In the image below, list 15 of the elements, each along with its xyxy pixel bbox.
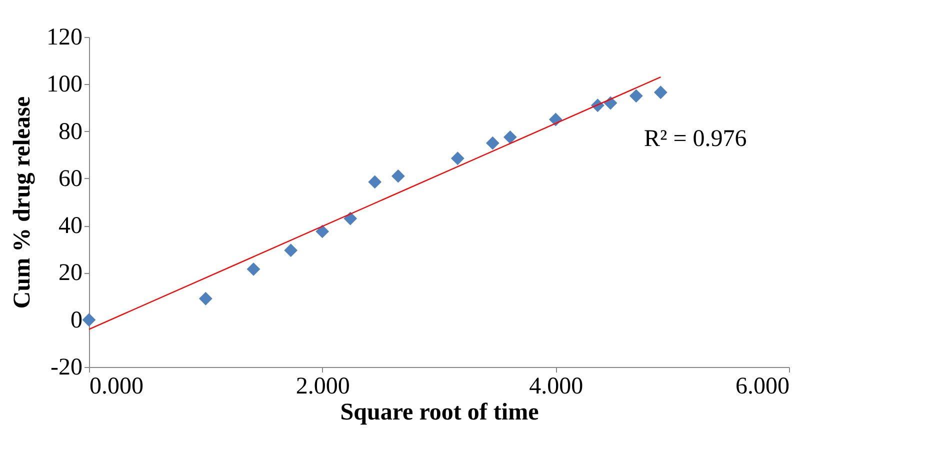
y-tick-label: 120 [46,24,82,50]
annotation: R² = 0.976 [644,126,747,152]
y-tick-label: 60 [58,166,82,192]
x-tick-label: 6.000 [736,374,790,400]
y-axis-title: Cum % drug release [10,96,36,309]
y-tick-label: 80 [58,118,82,145]
x-tick-label: 0.000 [90,374,144,400]
y-tick-label: -20 [50,354,82,380]
y-tick-label: 20 [58,260,82,286]
y-tick-label: 40 [58,213,82,240]
x-tick-label: 4.000 [529,374,584,400]
y-tick-label: 0 [70,307,82,334]
x-tick-label: 2.000 [296,374,350,400]
y-tick-label: 100 [46,72,82,98]
x-axis-title: Square root of time [340,400,540,426]
